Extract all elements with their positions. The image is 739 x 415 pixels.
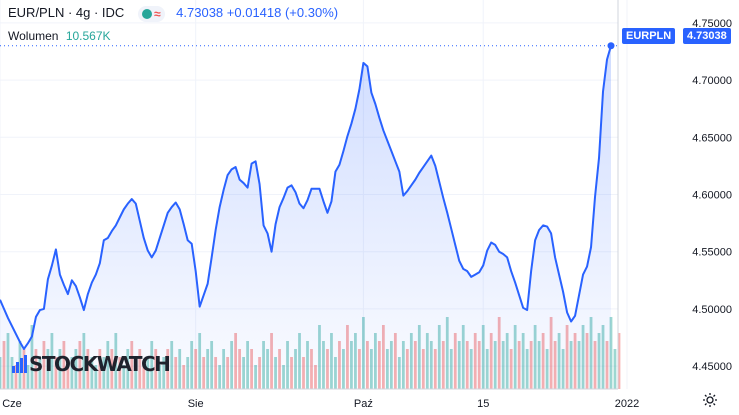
change-value: +0.01418 (+0.30%) <box>226 5 339 20</box>
price-change: 4.73038 +0.01418 (+0.30%) <box>176 5 338 20</box>
stockwatch-logo: STOCKWATCH <box>12 352 171 376</box>
chart-legend: EUR/PLN · 4g · IDC ≈ 4.73038 +0.01418 (+… <box>8 5 338 22</box>
x-tick-label: Sie <box>188 398 204 410</box>
x-tick-label: 2022 <box>615 398 639 410</box>
last-price-tag: 4.73038 <box>683 28 731 44</box>
x-axis-ticks: CzeSiePaź152022Mrz. <box>2 398 639 410</box>
y-axis-ticks: 4.75000 4.70000 4.65000 4.60000 4.55000 4.500… <box>692 18 732 373</box>
volume-value: 10.567K <box>65 29 111 43</box>
logo-text: STOCKWATCH <box>29 352 171 376</box>
volume-legend: Wolumen 10.567K <box>8 29 111 43</box>
approx-icon: ≈ <box>153 7 161 21</box>
y-tick-label: 4.75000 <box>692 18 732 30</box>
volume-bar <box>617 333 621 389</box>
y-tick-label: 4.45000 <box>692 361 732 373</box>
last-price-dot <box>607 42 615 50</box>
y-tick-label: 4.50000 <box>692 304 732 316</box>
price-line <box>0 45 612 350</box>
logo-bars-icon <box>12 355 27 373</box>
x-tick-label: Cze <box>2 398 22 410</box>
x-tick-label: 15 <box>477 398 489 410</box>
x-tick-label: Paź <box>354 398 373 410</box>
volume-label: Wolumen <box>8 29 59 43</box>
y-tick-label: 4.60000 <box>692 190 732 202</box>
price-area-fill <box>0 45 611 389</box>
y-tick-label: 4.55000 <box>692 247 732 259</box>
volume-bar <box>613 349 617 389</box>
symbol-price-tag: EURPLN <box>622 28 676 44</box>
symbol-label: EUR/PLN · 4g · IDC <box>8 5 125 20</box>
y-tick-label: 4.65000 <box>692 132 732 144</box>
current-price: 4.73038 <box>176 5 224 20</box>
indicator-toggle[interactable]: ≈ <box>137 6 165 22</box>
y-tick-label: 4.70000 <box>692 75 732 87</box>
market-status-icon <box>141 9 152 19</box>
settings-icon[interactable] <box>702 392 718 408</box>
